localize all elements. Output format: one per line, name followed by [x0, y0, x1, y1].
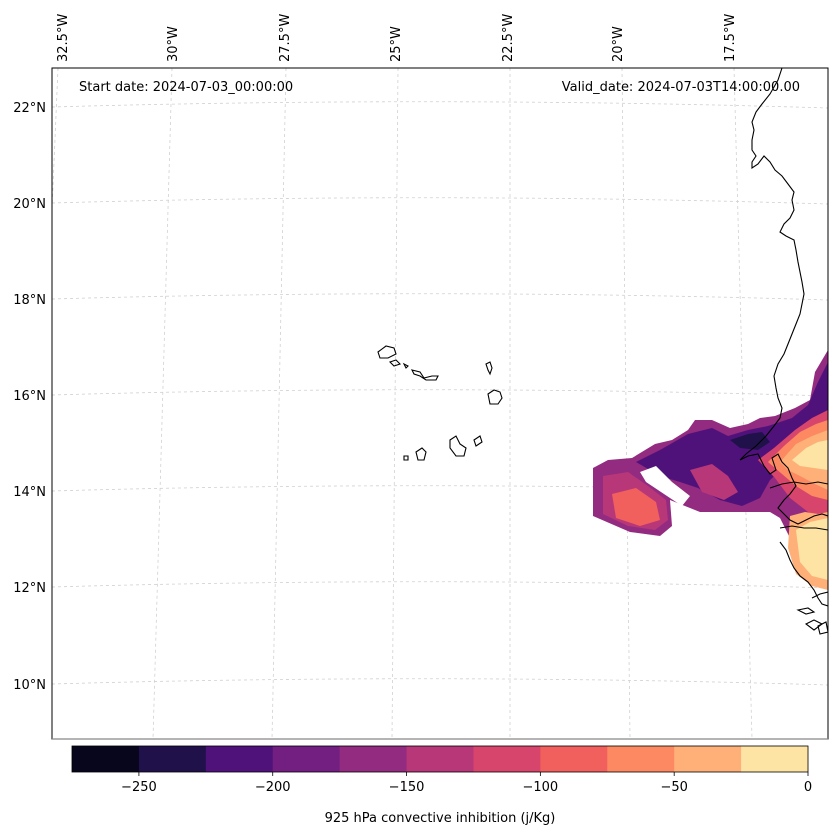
colorbar-swatch: [473, 746, 541, 772]
colorbar-swatch: [339, 746, 408, 772]
bijagos-1: [796, 607, 816, 615]
colorbar-tick-label: −250: [121, 780, 157, 795]
island-santiago: [449, 435, 467, 457]
gambia-river: [769, 481, 828, 489]
lat-label-16n: 16°N: [13, 389, 46, 404]
colorbar-swatch: [741, 746, 809, 772]
cin-region-mid2: [690, 464, 738, 500]
lat-label-14n: 14°N: [13, 485, 46, 500]
longitude-labels: 32.5°W 30°W 27.5°W 25°W 22.5°W 20°W 17.5…: [56, 14, 738, 62]
island-fogo: [415, 447, 427, 461]
african-coastline: [739, 68, 828, 525]
colorbar-swatch: [406, 746, 474, 772]
colorbar-swatch: [138, 746, 207, 772]
colorbar-frame: [71, 745, 809, 773]
lat-label-20n: 20°N: [13, 197, 46, 212]
map-area: [52, 68, 828, 739]
cin-region-south2: [796, 518, 828, 580]
colorbar-label: 925 hPa convective inhibition (j/Kg): [325, 811, 556, 826]
colorbar-tick-label: 0: [804, 780, 812, 795]
lon-label-20w: 20°W: [611, 26, 626, 62]
lon-label-25w: 25°W: [389, 26, 404, 62]
island-sal: [485, 361, 493, 376]
coastlines: [377, 68, 828, 635]
island-brava: [403, 455, 409, 461]
bijagos-3: [817, 621, 828, 635]
island-maio: [473, 435, 483, 447]
island-sao-nicolau: [410, 369, 439, 381]
colorbar-swatch: [674, 746, 742, 772]
colorbar-ticks: −250 −200 −150 −100 −50 0: [121, 772, 812, 795]
casamance: [779, 525, 828, 531]
lon-label-22-5w: 22.5°W: [501, 14, 516, 62]
colorbar: [72, 746, 809, 772]
colorbar-swatch: [72, 746, 140, 772]
cin-region-darkest: [730, 432, 770, 450]
colorbar-swatch: [607, 746, 675, 772]
bissau-coast: [811, 591, 828, 599]
island-santo-antao: [377, 345, 397, 359]
lat-label-10n: 10°N: [13, 678, 46, 693]
cin-region-coast4: [792, 440, 828, 470]
cin-region-gap: [640, 466, 690, 506]
colorbar-tick-label: −150: [389, 780, 425, 795]
lon-label-17-5w: 17.5°W: [723, 14, 738, 62]
island-sao-vicente: [388, 359, 402, 367]
island-boa-vista: [487, 389, 503, 405]
latitude-labels: 22°N 20°N 18°N 16°N 14°N 12°N 10°N: [13, 101, 46, 693]
gridlines: [52, 68, 828, 739]
colorbar-tick-label: −100: [523, 780, 559, 795]
start-date-label: Start date: 2024-07-03_00:00:00: [79, 80, 293, 95]
colorbar-swatch: [540, 746, 608, 772]
lat-label-18n: 18°N: [13, 293, 46, 308]
lon-label-27-5w: 27.5°W: [278, 14, 293, 62]
colorbar-swatch: [205, 746, 274, 772]
colorbar-tick-label: −50: [660, 780, 687, 795]
lat-label-12n: 12°N: [13, 581, 46, 596]
colorbar-tick-label: −200: [255, 780, 291, 795]
valid-date-label: Valid_date: 2024-07-03T14:00:00.00: [562, 80, 800, 95]
lon-label-32-5w: 32.5°W: [56, 14, 71, 62]
cin-contours: [593, 350, 828, 590]
coast-south: [779, 541, 828, 607]
island-santa-luzia: [402, 362, 409, 369]
lon-label-30w: 30°W: [166, 26, 181, 62]
colorbar-swatch: [272, 746, 341, 772]
lat-label-22n: 22°N: [13, 101, 46, 116]
cin-region-warm: [612, 488, 660, 526]
